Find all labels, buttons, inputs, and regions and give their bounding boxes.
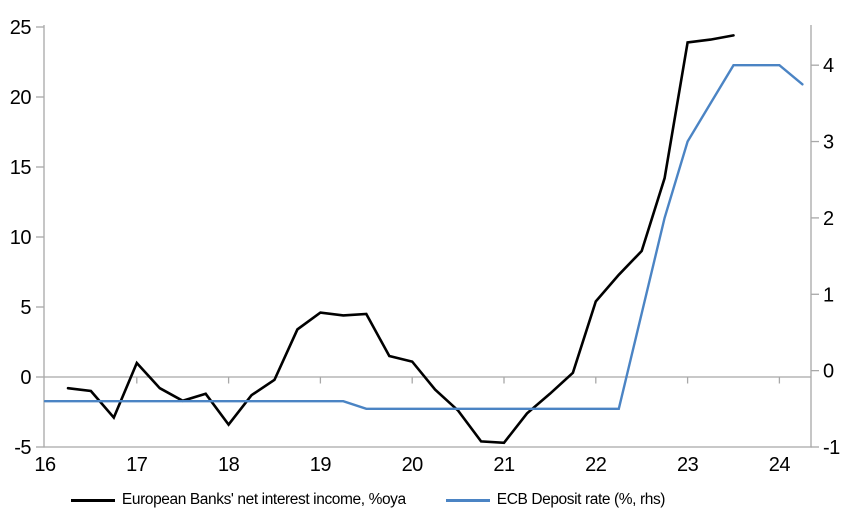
- right-axis-tick-label: 1: [823, 284, 834, 306]
- ecb-deposit-rate-line: [43, 63, 804, 410]
- left-axis-tick-label: 20: [10, 87, 32, 109]
- x-axis-tick-label: 24: [769, 454, 791, 476]
- left-axis-tick-label: 15: [10, 157, 32, 179]
- x-axis-tick-label: 18: [218, 454, 240, 476]
- right-axis-tick-label: 0: [823, 361, 834, 383]
- x-axis-tick-label: 22: [585, 454, 607, 476]
- legend-item-ecb-deposit-rate: ECB Deposit rate (%, rhs): [445, 491, 666, 509]
- legend-item-net-interest-income: European Banks' net interest income, %oy…: [70, 491, 406, 509]
- x-axis-tick-label: 23: [677, 454, 699, 476]
- left-axis-tick-label: 0: [20, 367, 31, 389]
- x-axis-tick-label: 16: [34, 454, 56, 476]
- right-axis-tick-label: 3: [823, 132, 834, 154]
- legend: European Banks' net interest income, %oy…: [0, 491, 794, 509]
- right-axis-tick-label: -1: [823, 437, 840, 459]
- left-axis-tick-label: 5: [20, 297, 31, 319]
- left-axis-tick-label: 25: [10, 17, 32, 39]
- net-interest-income-line-swatch: [70, 498, 115, 502]
- ecb-deposit-rate-line-swatch: [445, 498, 490, 502]
- net-interest-income-line: [66, 34, 735, 445]
- left-axis-tick-label: 10: [10, 227, 32, 249]
- right-axis-tick-label: 2: [823, 208, 834, 230]
- x-axis-tick-label: 17: [126, 454, 148, 476]
- x-axis-tick-label: 20: [402, 454, 424, 476]
- x-axis-tick-label: 21: [493, 454, 515, 476]
- ecb-deposit-rate-legend-label: ECB Deposit rate (%, rhs): [496, 491, 666, 508]
- x-axis-tick-label: 19: [310, 454, 332, 476]
- right-axis-tick-label: 4: [823, 55, 834, 77]
- left-axis-tick-label: -5: [14, 437, 31, 459]
- net-interest-income-legend-label: European Banks' net interest income, %oy…: [121, 491, 406, 508]
